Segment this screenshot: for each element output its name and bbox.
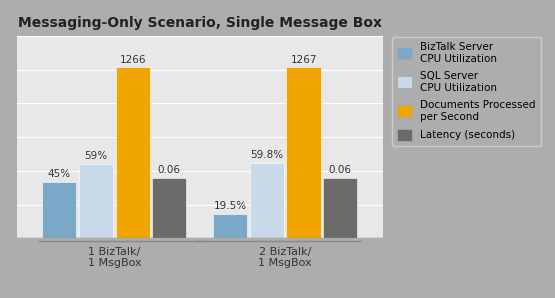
Bar [152, 178, 186, 238]
Bar [286, 67, 321, 238]
Bar [250, 163, 284, 238]
Text: 0.06: 0.06 [158, 165, 181, 175]
Text: 45%: 45% [48, 169, 71, 179]
Title: Messaging-Only Scenario, Single Message Box: Messaging-Only Scenario, Single Message … [18, 16, 382, 30]
Bar [42, 182, 77, 238]
Bar [115, 67, 150, 238]
Text: 19.5%: 19.5% [214, 201, 247, 211]
Bar [213, 214, 248, 238]
Text: 0.06: 0.06 [329, 165, 352, 175]
Text: 59%: 59% [84, 151, 108, 162]
Text: 59.8%: 59.8% [250, 150, 284, 160]
Text: 1267: 1267 [290, 55, 317, 65]
Bar [323, 178, 357, 238]
Legend: BizTalk Server
CPU Utilization, SQL Server
CPU Utilization, Documents Processed
: BizTalk Server CPU Utilization, SQL Serv… [392, 37, 541, 146]
Bar [79, 164, 113, 238]
Text: 1266: 1266 [119, 55, 146, 65]
